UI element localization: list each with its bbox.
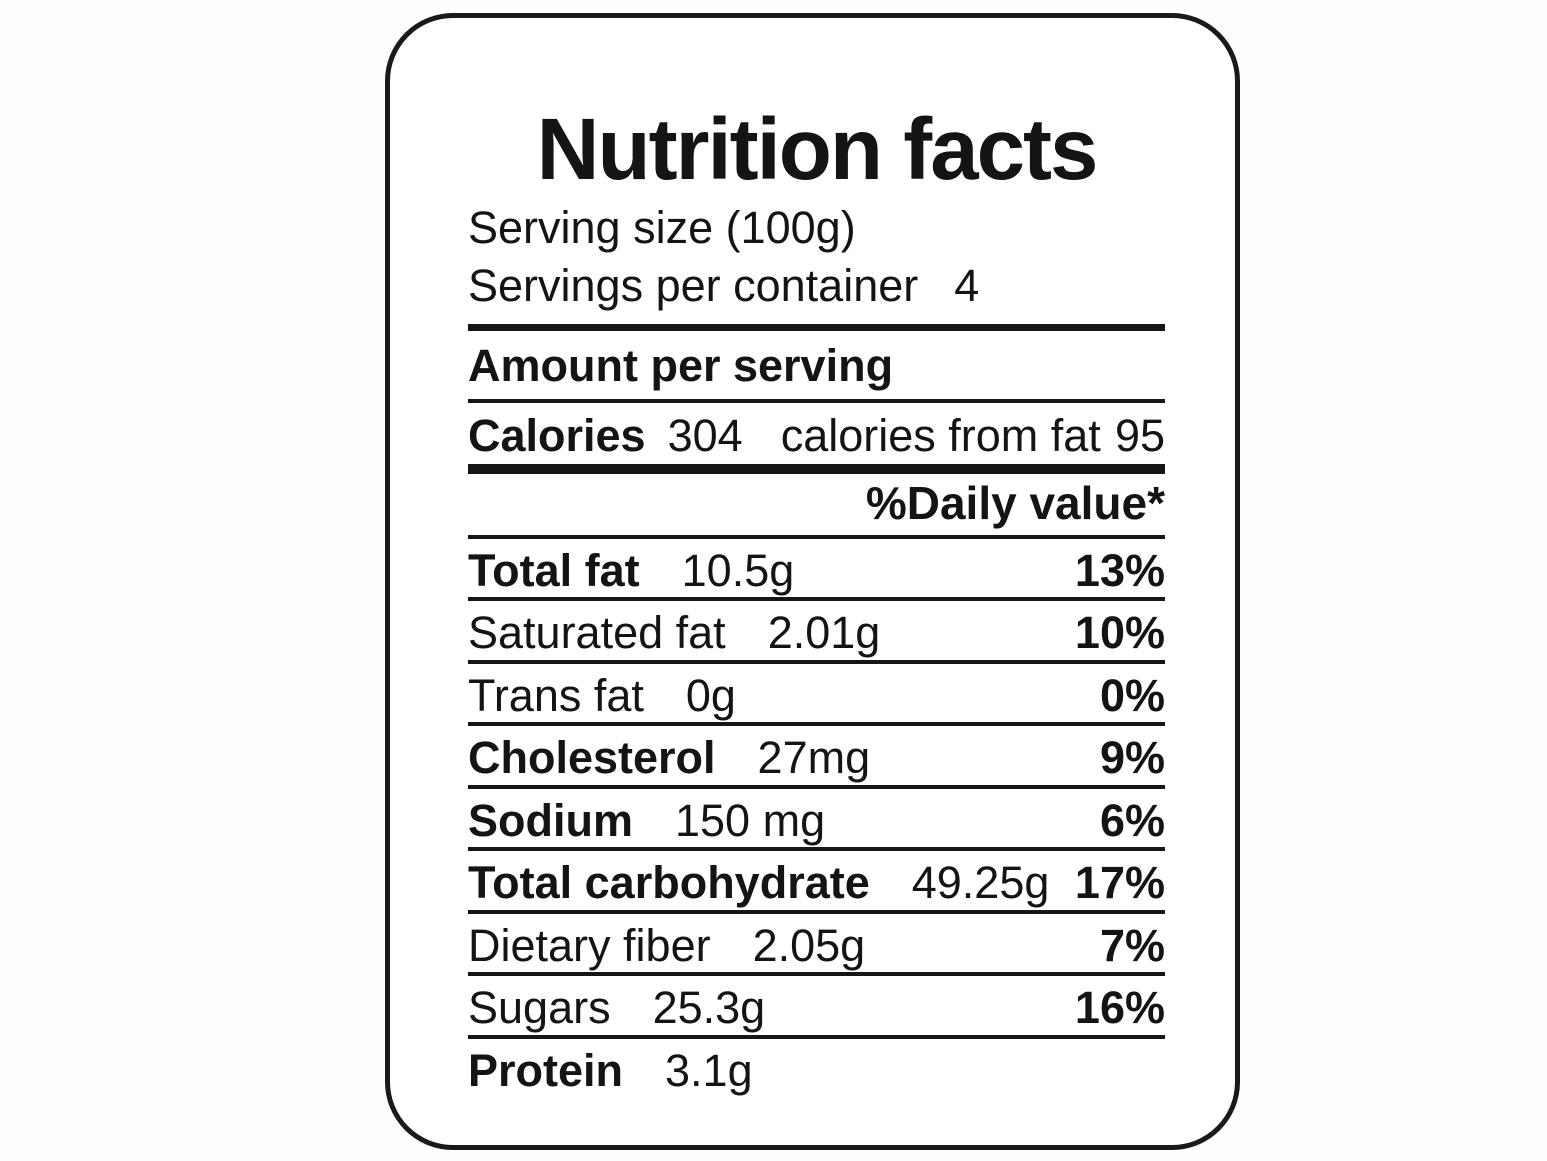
nutrient-row-trans-fat: Trans fat 0g 0%: [468, 664, 1165, 727]
separator-thick-top: [468, 324, 1165, 331]
separator-thin-under-heading: [468, 398, 1165, 403]
nutrient-name: Dietary fiber: [468, 919, 711, 971]
servings-per-container-value: 4: [954, 259, 980, 311]
nutrient-row-cholesterol: Cholesterol 27mg 9%: [468, 726, 1165, 789]
nutrient-amount: 49.25g: [911, 857, 1050, 909]
nutrient-daily-value: 6%: [1099, 794, 1165, 846]
nutrient-daily-value: 16%: [1074, 982, 1165, 1034]
nutrient-name: Total fat: [468, 544, 640, 596]
nutrient-name: Sodium: [468, 794, 633, 846]
nutrient-amount: 2.05g: [752, 919, 866, 971]
calories-value: 304: [667, 409, 743, 461]
nutrient-amount: 0g: [685, 669, 736, 721]
nutrient-daily-value: 0%: [1099, 669, 1165, 721]
nutrient-amount: 27mg: [757, 732, 871, 784]
servings-per-container-label: Servings per container: [468, 259, 919, 311]
calories-from-fat-value: 95: [1114, 409, 1165, 461]
nutrient-row-sodium: Sodium 150 mg 6%: [468, 789, 1165, 852]
nutrient-name: Saturated fat: [468, 607, 726, 659]
nutrient-daily-value: 10%: [1074, 607, 1165, 659]
nutrient-row-total-fat: Total fat 10.5g 13%: [468, 539, 1165, 602]
nutrient-daily-value: 7%: [1099, 919, 1165, 971]
serving-size-text: Serving size (100g): [468, 202, 856, 253]
nutrient-amount: 10.5g: [681, 544, 795, 596]
calories-row: Calories 304 calories from fat 95: [468, 403, 1165, 474]
servings-per-container-row: Servings per container 4: [468, 259, 1165, 311]
nutrient-row-dietary-fiber: Dietary fiber 2.05g 7%: [468, 914, 1165, 977]
daily-value-header: %Daily value*: [468, 474, 1165, 539]
nutrient-name: Cholesterol: [468, 732, 716, 784]
nutrient-name: Sugars: [468, 982, 611, 1034]
nutrient-name: Total carbohydrate: [468, 857, 870, 909]
nutrient-row-protein: Protein 3.1g: [468, 1039, 1165, 1098]
nutrient-row-sugars: Sugars 25.3g 16%: [468, 976, 1165, 1039]
nutrient-name: Protein: [468, 1044, 624, 1096]
calories-from-fat-label: calories from fat: [780, 409, 1101, 461]
nutrition-facts-label: Nutrition facts Serving size (100g) Serv…: [385, 13, 1240, 1150]
nutrient-daily-value: 17%: [1074, 857, 1165, 909]
label-title: Nutrition facts: [536, 101, 1099, 198]
nutrient-daily-value: 9%: [1099, 732, 1165, 784]
nutrient-row-total-carbohydrate: Total carbohydrate 49.25g 17%: [468, 851, 1165, 914]
calories-label: Calories: [468, 409, 646, 461]
nutrient-name: Trans fat: [468, 669, 644, 721]
nutrient-amount: 150 mg: [675, 794, 826, 846]
nutrient-amount: 2.01g: [767, 607, 881, 659]
nutrient-daily-value: 13%: [1074, 544, 1165, 596]
nutrient-row-saturated-fat: Saturated fat 2.01g 10%: [468, 601, 1165, 664]
nutrient-amount: 25.3g: [652, 982, 766, 1034]
amount-per-serving-heading: Amount per serving: [468, 340, 894, 391]
nutrient-amount: 3.1g: [665, 1044, 753, 1096]
